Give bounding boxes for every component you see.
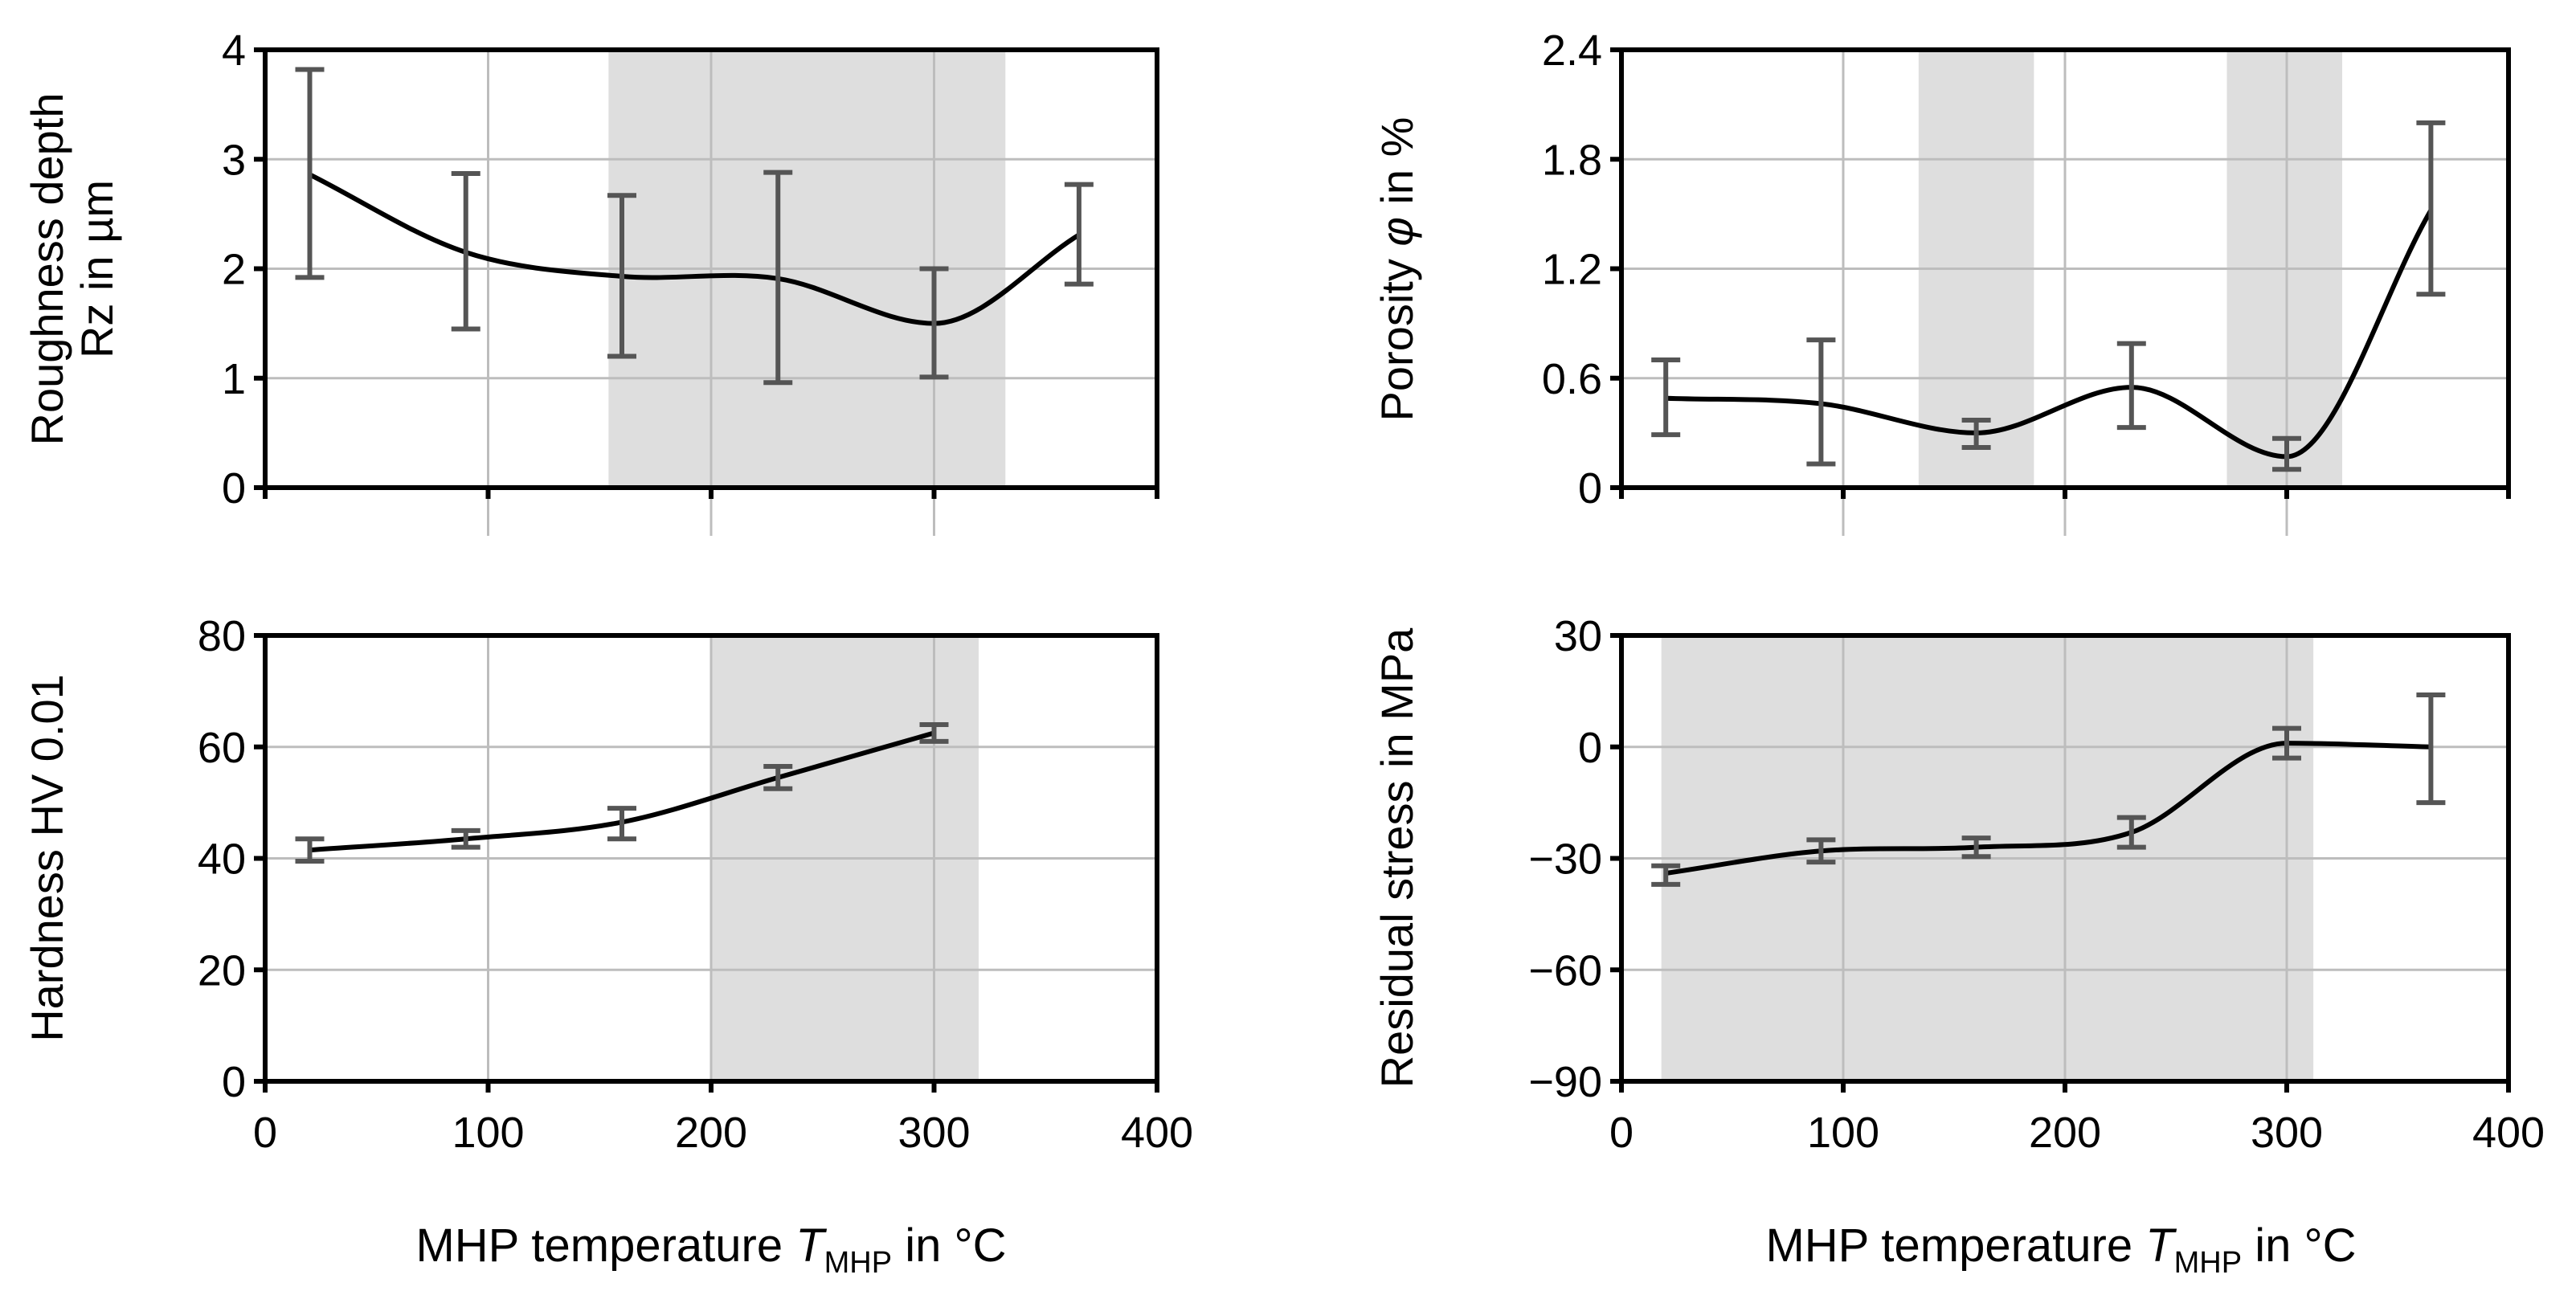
residual-stress-xlabel-symbol: T: [2145, 1219, 2177, 1272]
residual-stress-xlabel-suffix: in °C: [2242, 1219, 2356, 1272]
hardness-xlabel: MHP temperature TMHP in °C: [415, 1219, 1006, 1280]
roughness-y-tick-label: 4: [222, 27, 246, 75]
roughness-ylabel-line1: Roughness depth: [22, 92, 72, 445]
porosity-error-bar: [1806, 337, 1836, 467]
hardness-y-tick-label: 60: [198, 724, 246, 772]
porosity-ylabel-prefix: Porosity: [1372, 247, 1422, 422]
hardness-x-tick-label: 100: [452, 1109, 524, 1157]
residual-stress-error-bar: [1651, 863, 1681, 887]
hardness-y-tick-label: 40: [198, 835, 246, 884]
porosity-error-bar: [1961, 417, 1991, 451]
residual-stress-series-line: [1665, 741, 2431, 876]
residual-stress-xlabel: MHP temperature TMHP in °C: [1765, 1219, 2356, 1280]
residual-stress-xlabel-prefix: MHP temperature: [1765, 1219, 2145, 1272]
residual-stress-x-tick-label: 300: [2251, 1109, 2323, 1157]
residual-stress-x-tick-label: 200: [2029, 1109, 2101, 1157]
residual-stress-x-tick-label: 100: [1807, 1109, 1879, 1157]
porosity-error-bar: [1651, 357, 1681, 438]
hardness-panel: 0 20 40 60 80 0 100 200 300 400: [198, 612, 1193, 1157]
porosity-ylabel-symbol: φ: [1372, 217, 1422, 247]
porosity-ylabel: Porosity φ in %: [1372, 117, 1422, 422]
residual-stress-y-tick-label: 0: [1578, 724, 1602, 772]
hardness-x-tick-label: 0: [253, 1109, 277, 1157]
roughness-y-tick-label: 2: [222, 246, 246, 294]
residual-stress-x-tick-label: 400: [2472, 1109, 2545, 1157]
roughness-error-bar: [607, 193, 636, 359]
hardness-error-bar: [763, 764, 793, 791]
residual-stress-x-tick-label: 0: [1609, 1109, 1634, 1157]
residual-stress-y-tick-label: −90: [1528, 1058, 1602, 1106]
roughness-error-bar: [451, 170, 480, 332]
porosity-y-tick-label: 1.2: [1542, 246, 1602, 294]
roughness-y-tick-label: 1: [222, 355, 246, 403]
hardness-y-tick-label: 0: [222, 1058, 246, 1106]
hardness-x-tick-label: 300: [898, 1109, 970, 1157]
hardness-xlabel-subscript: MHP: [824, 1246, 892, 1280]
porosity-y-tick-label: 2.4: [1542, 27, 1602, 75]
porosity-y-tick-label: 0.6: [1542, 355, 1602, 403]
hardness-y-tick-label: 80: [198, 612, 246, 660]
hardness-error-bar: [295, 836, 325, 864]
roughness-y-tick-label: 0: [222, 464, 246, 513]
roughness-error-bar: [295, 67, 325, 280]
porosity-ylabel-suffix: in %: [1372, 117, 1422, 218]
hardness-error-bar: [919, 722, 949, 744]
porosity-panel: 0 0.6 1.2 1.8 2.4: [1542, 27, 2511, 536]
residual-stress-error-bar: [1806, 837, 1836, 865]
roughness-series-line: [309, 172, 1081, 326]
hardness-xlabel-symbol: T: [795, 1219, 827, 1272]
roughness-y-tick-label: 3: [222, 136, 246, 184]
porosity-y-tick-label: 0: [1578, 464, 1602, 513]
porosity-y-tick-label: 1.8: [1542, 136, 1602, 184]
porosity-error-bar: [2272, 435, 2301, 472]
roughness-panel: 0 1 2 3 4: [222, 27, 1159, 536]
porosity-error-bar: [2116, 341, 2146, 431]
roughness-error-bar: [763, 170, 793, 386]
roughness-error-bar: [1064, 182, 1094, 287]
hardness-x-tick-label: 200: [675, 1109, 747, 1157]
residual-stress-error-bar: [1961, 835, 1991, 860]
residual-stress-error-bar: [2416, 692, 2446, 806]
hardness-error-bar: [607, 806, 636, 842]
hardness-ylabel: Hardness HV 0.01: [22, 674, 72, 1042]
residual-stress-xlabel-subscript: MHP: [2174, 1246, 2242, 1280]
residual-stress-y-tick-label: −30: [1528, 835, 1602, 884]
residual-stress-ylabel: Residual stress in MPa: [1372, 627, 1422, 1089]
hardness-xlabel-prefix: MHP temperature: [415, 1219, 795, 1272]
residual-stress-y-tick-label: −60: [1528, 946, 1602, 995]
hardness-xlabel-suffix: in °C: [892, 1219, 1006, 1272]
hardness-y-tick-label: 20: [198, 946, 246, 995]
hardness-error-bar: [451, 827, 480, 850]
residual-stress-y-tick-label: 30: [1554, 612, 1602, 660]
hardness-x-tick-label: 400: [1121, 1109, 1193, 1157]
residual-stress-error-bar: [2272, 725, 2301, 761]
roughness-error-bar: [919, 266, 949, 380]
porosity-error-bar: [2416, 120, 2446, 297]
residual-stress-error-bar: [2116, 815, 2146, 850]
roughness-ylabel-line2: Rz in µm: [72, 180, 122, 358]
